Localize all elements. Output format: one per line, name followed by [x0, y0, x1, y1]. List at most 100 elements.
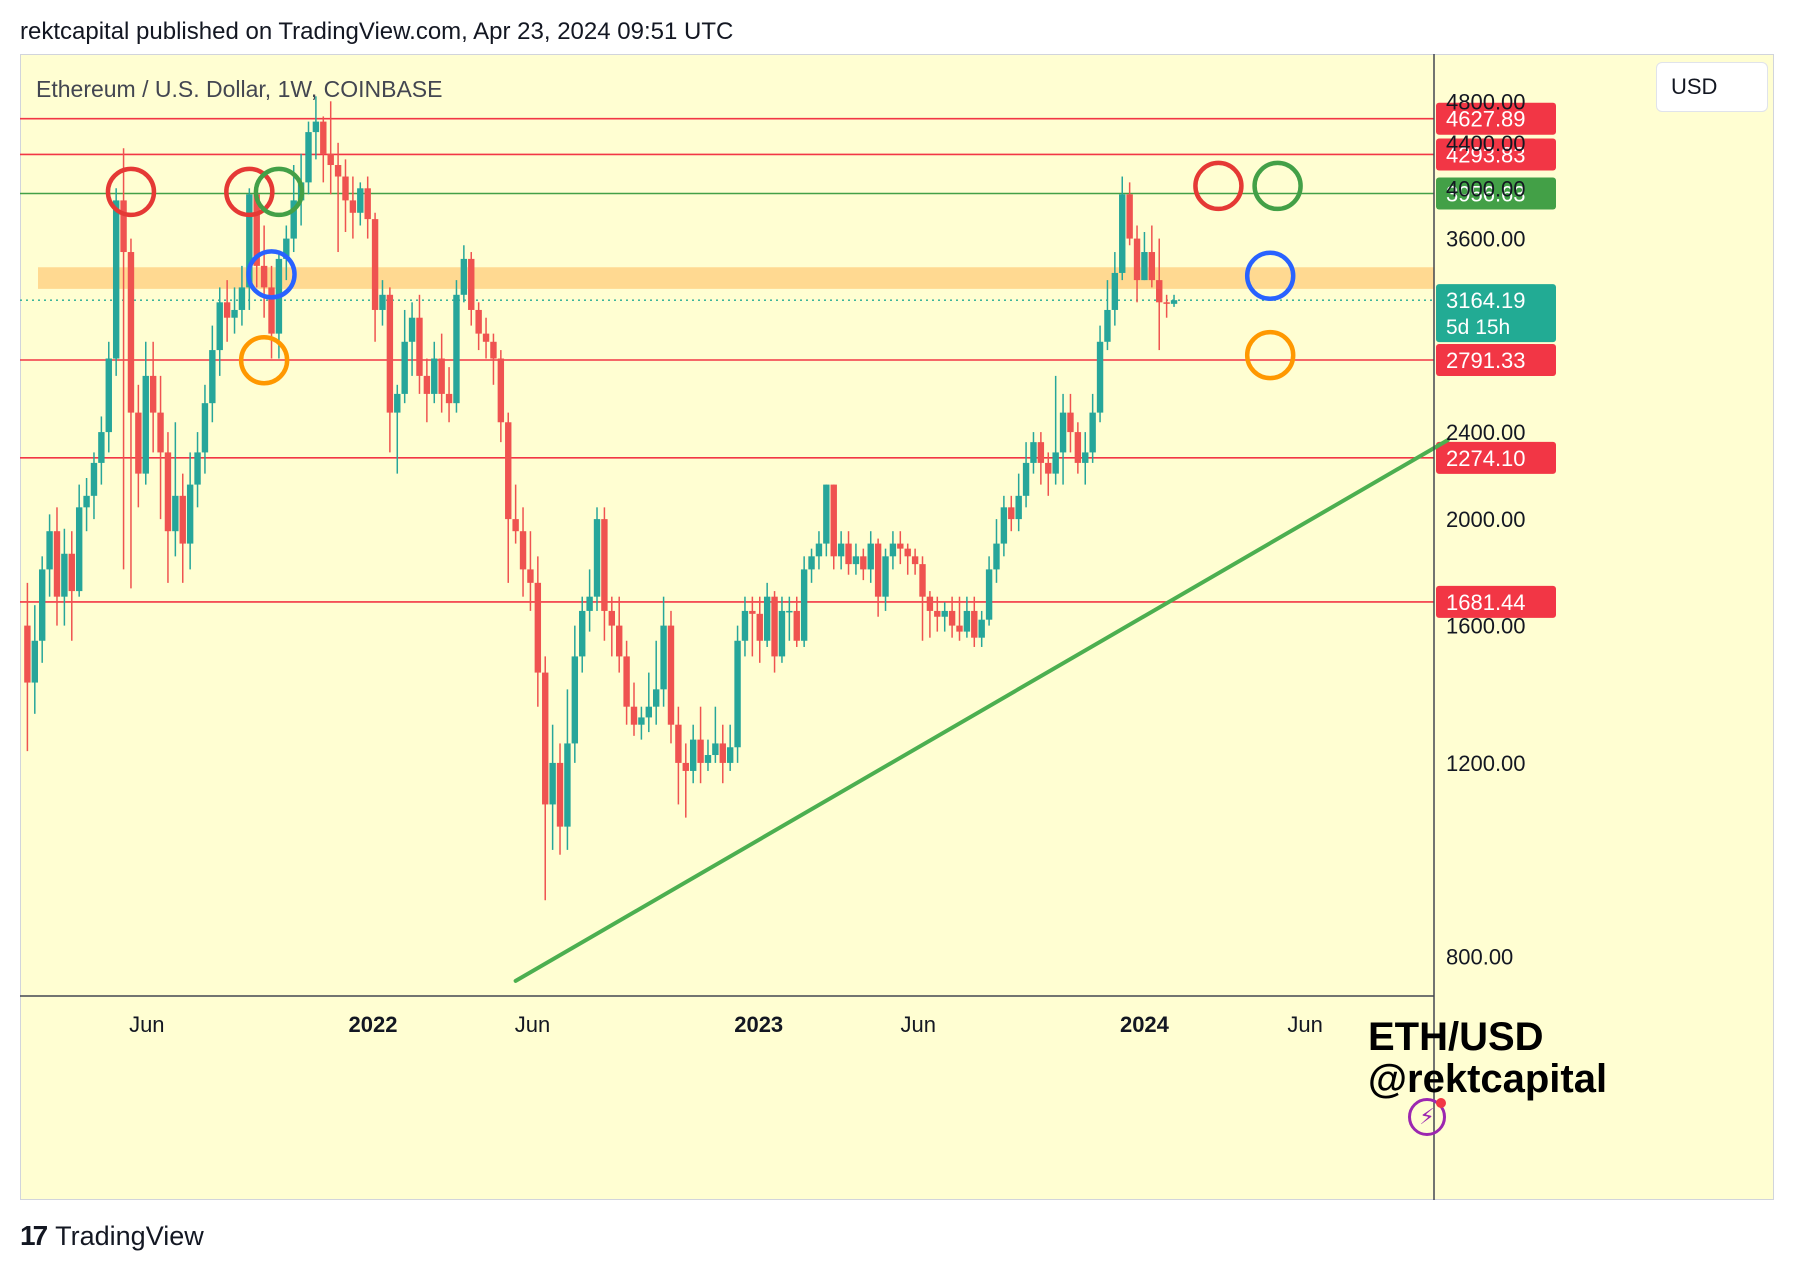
candle: [75, 484, 83, 597]
candle-body: [852, 556, 860, 565]
candle-body: [157, 412, 164, 453]
candle: [808, 548, 815, 583]
candle: [371, 212, 379, 342]
candle: [394, 384, 401, 474]
candle-body: [726, 747, 734, 763]
candle-countdown: 5d 15h: [1446, 316, 1510, 339]
support-resistance-zone: [38, 267, 1434, 289]
candle-body: [652, 689, 660, 707]
candle: [209, 325, 216, 423]
candle-body: [919, 564, 926, 597]
candle-body: [98, 432, 105, 463]
candle: [135, 384, 142, 508]
candle-body: [1104, 309, 1111, 342]
candle: [941, 602, 948, 632]
candle: [601, 507, 608, 641]
candle-body: [756, 613, 763, 641]
price-tag-label: 1681.44: [1446, 590, 1526, 615]
candle-body: [120, 200, 127, 253]
candle-body: [505, 422, 512, 520]
annotation-circle: [1244, 329, 1296, 381]
price-tag: [1436, 138, 1556, 171]
candle: [771, 591, 778, 673]
candle: [645, 672, 652, 733]
candle: [31, 605, 38, 714]
candle: [1015, 473, 1022, 532]
candle-body: [423, 375, 431, 394]
candle: [112, 188, 120, 376]
candle-body: [1148, 252, 1156, 281]
watermark: ETH/USD @rektcapital: [1368, 1016, 1607, 1100]
candle: [305, 121, 312, 195]
price-tag: [1436, 441, 1556, 474]
candle-body: [934, 610, 941, 617]
candle: [364, 176, 371, 239]
candle-body: [874, 543, 882, 597]
candle: [83, 477, 90, 532]
chart-frame[interactable]: [20, 54, 1774, 1200]
candle-body: [475, 309, 482, 334]
candle-body: [53, 531, 61, 597]
candle: [475, 302, 482, 351]
candle: [142, 341, 149, 485]
candle-body: [682, 762, 689, 771]
candle: [712, 706, 719, 763]
tradingview-logo[interactable]: 17 TradingView: [20, 1220, 204, 1252]
candle-body: [823, 484, 830, 544]
candle-body: [719, 743, 726, 763]
candle-body: [334, 165, 342, 177]
candle: [1163, 294, 1170, 318]
candle: [423, 358, 431, 423]
candle-body: [394, 393, 401, 413]
candle: [349, 176, 357, 239]
price-tag-label: 2274.10: [1446, 446, 1526, 471]
candle: [157, 375, 164, 520]
y-tick-label: 3600.00: [1446, 227, 1526, 252]
candle: [445, 367, 453, 423]
candle-body: [238, 287, 246, 310]
candle-body: [904, 548, 911, 557]
price-tag-label: 3956.63: [1446, 182, 1526, 207]
candle-body: [186, 484, 194, 544]
candle-body: [431, 358, 438, 394]
candle: [1133, 225, 1141, 303]
candle-body: [490, 341, 497, 359]
candle: [1067, 393, 1074, 453]
price-tag: [1436, 177, 1556, 210]
candle-body: [1052, 452, 1059, 474]
candle: [120, 148, 127, 570]
annotation-circle: [224, 166, 275, 218]
current-price-label: 3164.19: [1446, 288, 1526, 313]
price-tag: [1436, 102, 1556, 135]
candle: [90, 452, 98, 520]
candle-body: [1141, 252, 1148, 281]
candle: [741, 596, 749, 657]
candle-body: [357, 188, 364, 213]
candle: [719, 724, 726, 784]
x-tick-label: Jun: [515, 1012, 550, 1037]
candle: [312, 96, 320, 160]
candle-body: [660, 625, 667, 690]
candle-body: [527, 569, 534, 583]
candle: [1141, 232, 1148, 281]
candle: [1030, 432, 1037, 474]
candle: [800, 556, 808, 647]
candle-body: [630, 706, 638, 725]
y-tick-label: 800.00: [1446, 944, 1513, 969]
candle: [172, 422, 179, 557]
candle-body: [482, 333, 490, 342]
price-chart[interactable]: 4627.89 4293.83 3956.63 2791.33 2274.10 1681.…: [20, 54, 1774, 1200]
candle: [904, 543, 911, 575]
candle: [1074, 422, 1082, 474]
currency-button[interactable]: USD: [1656, 62, 1768, 112]
candle-body: [564, 743, 571, 827]
annotation-circle: [253, 166, 305, 218]
candle-body: [209, 350, 216, 404]
candle-body: [549, 762, 556, 805]
candle-body: [497, 358, 505, 423]
candle-body: [83, 495, 90, 508]
candle-body: [771, 596, 778, 657]
candle: [512, 484, 519, 544]
candle-body: [179, 495, 186, 544]
candle: [453, 280, 460, 413]
